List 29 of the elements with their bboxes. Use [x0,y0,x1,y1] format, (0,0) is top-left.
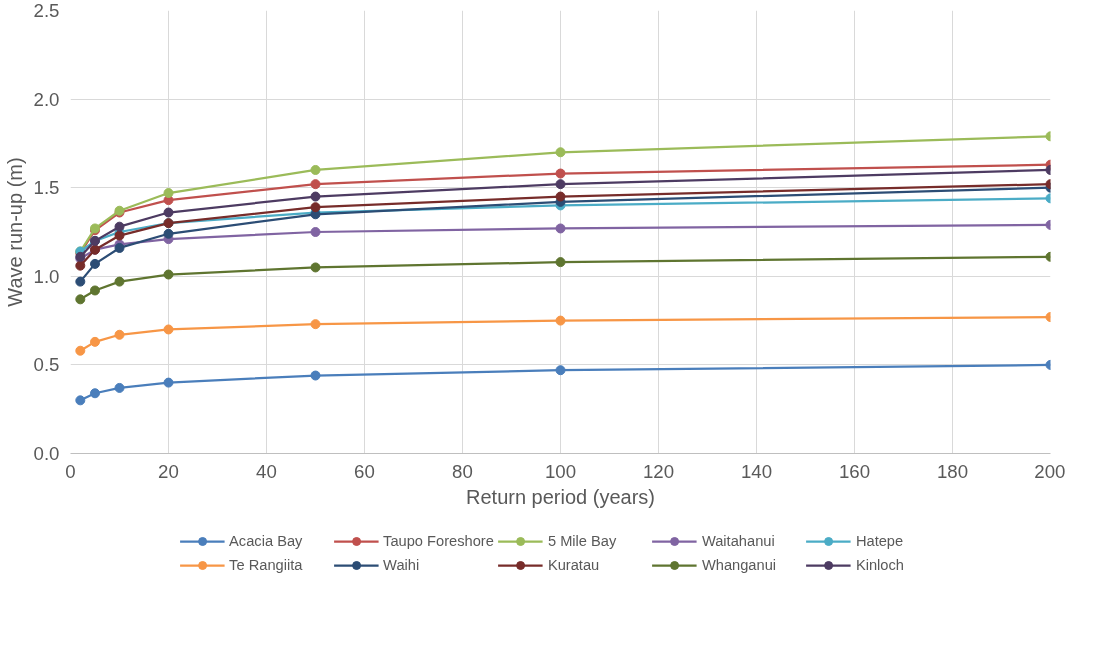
x-tick-label: 20 [158,460,179,482]
x-tick-label: 140 [740,460,773,482]
legend-label: Taupo Foreshore [383,532,494,549]
legend-label: Acacia Bay [229,532,304,549]
y-tick-label: 1.5 [33,177,60,199]
legend-label: Waihi [383,556,421,573]
x-tick-label: 40 [256,460,277,482]
legend-label: Whanganui [701,556,778,573]
x-tick-label: 60 [354,460,375,482]
y-tick-label: 0.0 [33,443,60,464]
y-tick-label: 0.5 [33,354,60,376]
x-tick-label: 200 [1034,460,1066,482]
x-tick-label: 100 [544,460,577,482]
x-tick-label: 0 [65,460,76,482]
y-tick-label: 1.0 [33,265,60,287]
y-axis-title: Wave run-up (m) [3,157,26,307]
x-tick-label: 180 [936,460,969,482]
legend-label: Waitahanui [701,532,776,549]
legend-label: Kinloch [855,556,905,573]
legend-label: Hatepe [855,532,905,549]
legend-label: 5 Mile Bay [547,532,618,549]
legend-label: Te Rangiita [229,556,304,573]
legend-label: Kuratau [547,556,601,573]
x-tick-label: 120 [642,460,675,482]
x-tick-label: 160 [838,460,871,482]
y-tick-label: 2.0 [33,88,60,110]
y-tick-label: 2.5 [33,0,60,21]
x-axis-title: Return period (years) [466,485,655,508]
x-tick-label: 80 [452,460,473,482]
